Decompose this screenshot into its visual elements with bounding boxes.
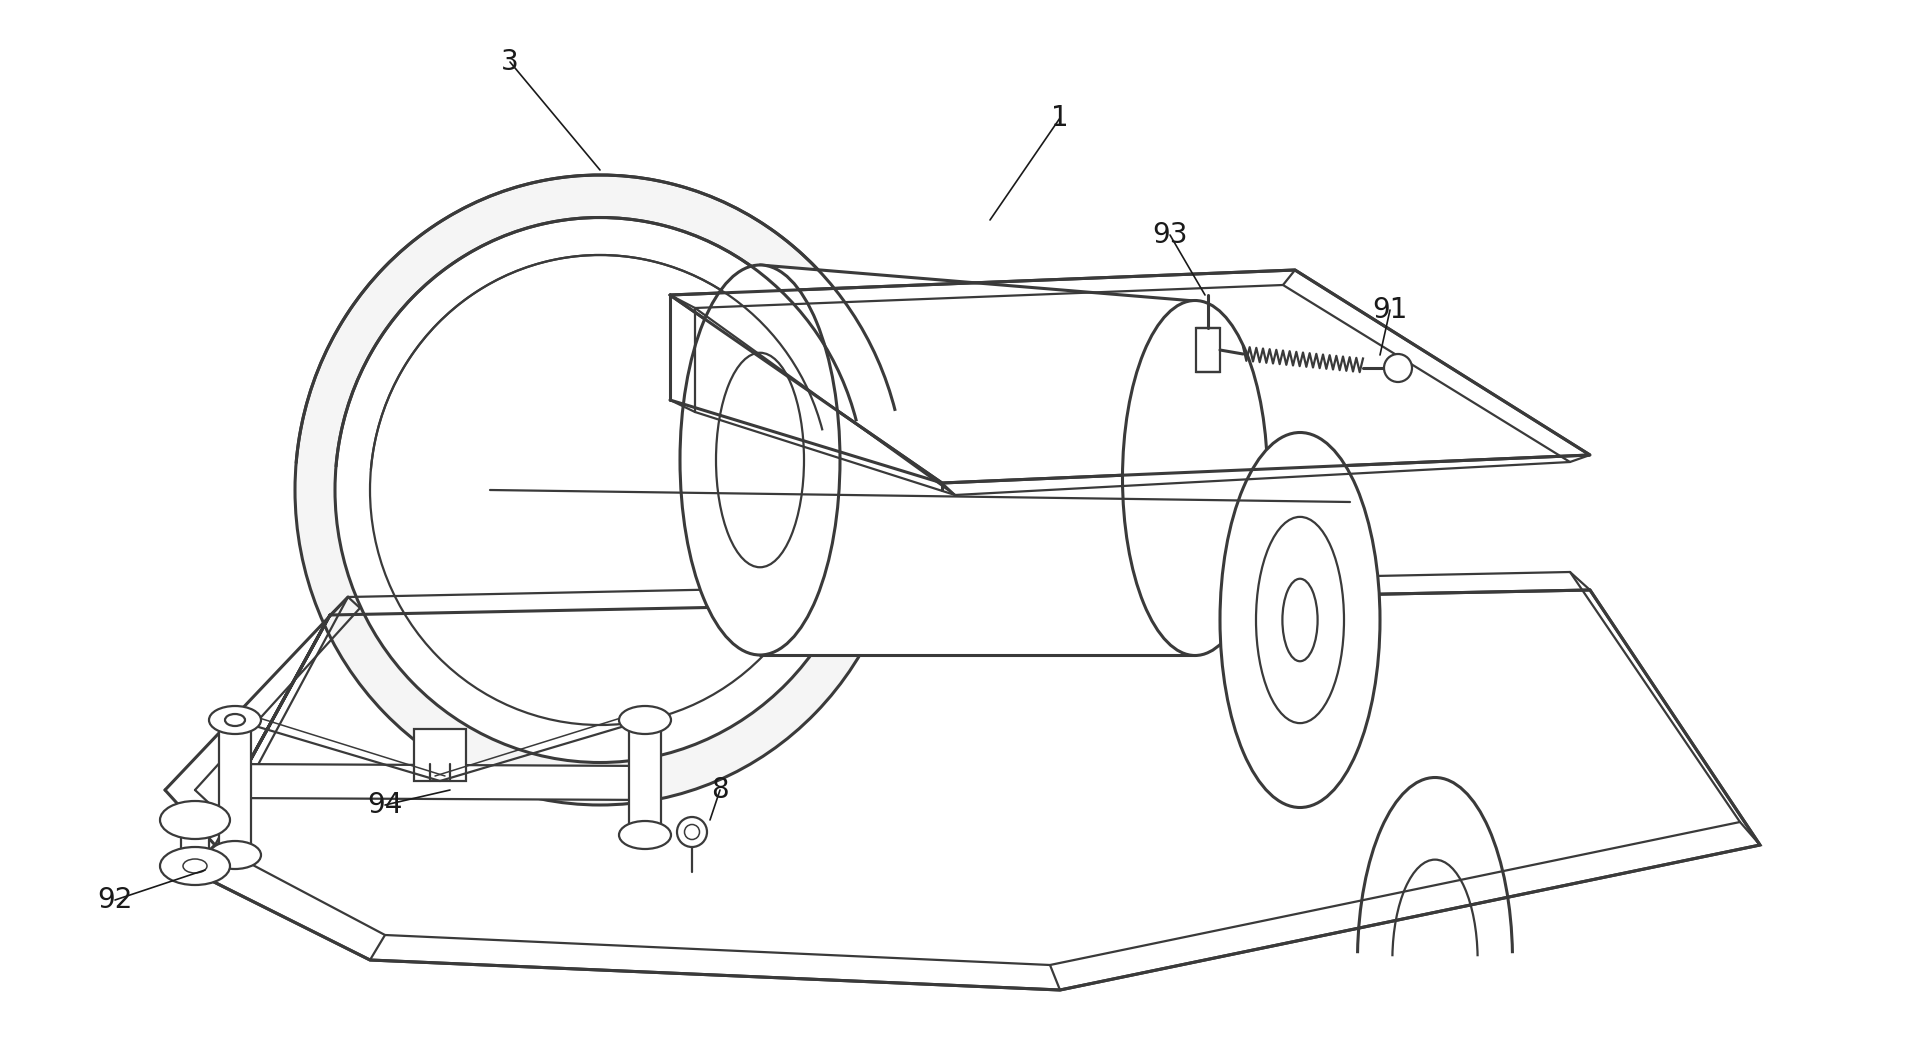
Ellipse shape: [619, 821, 671, 849]
Ellipse shape: [160, 801, 229, 839]
Polygon shape: [760, 264, 1195, 655]
Ellipse shape: [160, 847, 229, 884]
Ellipse shape: [1220, 433, 1380, 807]
Ellipse shape: [295, 175, 904, 805]
Ellipse shape: [1384, 354, 1411, 382]
Ellipse shape: [684, 824, 700, 839]
Ellipse shape: [681, 264, 841, 655]
Polygon shape: [629, 720, 661, 835]
Ellipse shape: [335, 218, 866, 763]
Polygon shape: [181, 820, 208, 867]
Text: 91: 91: [1373, 296, 1407, 324]
Ellipse shape: [677, 817, 708, 847]
Text: 8: 8: [711, 776, 729, 804]
Ellipse shape: [1122, 300, 1267, 656]
Ellipse shape: [208, 706, 260, 734]
Ellipse shape: [226, 714, 245, 726]
Polygon shape: [191, 590, 1760, 990]
Ellipse shape: [183, 859, 206, 873]
Text: 93: 93: [1153, 221, 1188, 249]
Ellipse shape: [619, 706, 671, 734]
Ellipse shape: [715, 352, 804, 567]
Polygon shape: [671, 270, 1591, 484]
Polygon shape: [1195, 328, 1220, 372]
Ellipse shape: [208, 841, 260, 869]
Polygon shape: [220, 720, 251, 855]
Polygon shape: [226, 764, 656, 800]
Text: 92: 92: [96, 886, 133, 914]
Text: 94: 94: [368, 791, 403, 819]
Text: 3: 3: [501, 48, 519, 76]
Polygon shape: [415, 729, 467, 781]
Ellipse shape: [370, 255, 829, 725]
Text: 1: 1: [1051, 104, 1068, 132]
